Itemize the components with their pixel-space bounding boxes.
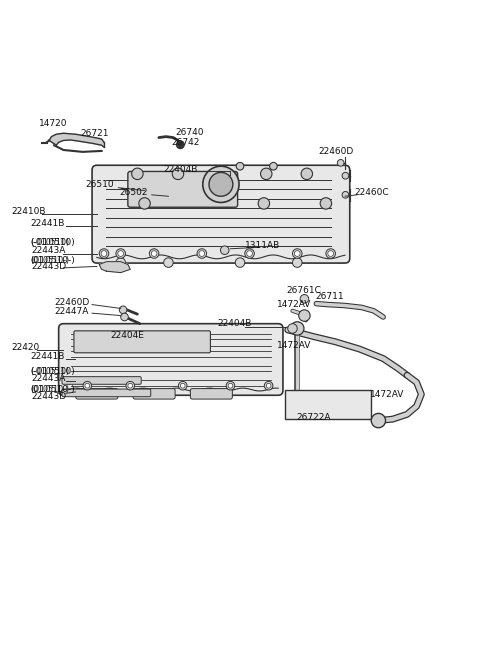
Text: 14720: 14720 bbox=[38, 119, 67, 128]
Circle shape bbox=[119, 306, 127, 314]
FancyBboxPatch shape bbox=[92, 165, 350, 263]
Circle shape bbox=[247, 251, 252, 256]
Text: (-010510): (-010510) bbox=[30, 238, 75, 247]
Text: 22443A: 22443A bbox=[31, 374, 65, 383]
Circle shape bbox=[292, 258, 302, 267]
Circle shape bbox=[132, 168, 143, 179]
Circle shape bbox=[118, 251, 123, 256]
FancyBboxPatch shape bbox=[133, 388, 175, 399]
Circle shape bbox=[126, 381, 134, 390]
Circle shape bbox=[300, 295, 309, 303]
Text: (-010510): (-010510) bbox=[30, 367, 75, 376]
Circle shape bbox=[266, 383, 271, 388]
Circle shape bbox=[245, 249, 254, 258]
Circle shape bbox=[371, 413, 385, 428]
Text: 22410B: 22410B bbox=[11, 207, 46, 216]
Circle shape bbox=[116, 249, 125, 258]
Circle shape bbox=[328, 251, 334, 256]
Text: 22443D: 22443D bbox=[31, 392, 66, 402]
Circle shape bbox=[236, 162, 244, 170]
Circle shape bbox=[203, 166, 239, 202]
FancyBboxPatch shape bbox=[62, 377, 141, 384]
FancyBboxPatch shape bbox=[62, 389, 151, 397]
Text: 26711: 26711 bbox=[315, 292, 344, 301]
Circle shape bbox=[228, 383, 233, 388]
Circle shape bbox=[179, 381, 187, 390]
Circle shape bbox=[101, 251, 107, 256]
Circle shape bbox=[151, 251, 157, 256]
Circle shape bbox=[197, 249, 206, 258]
Circle shape bbox=[99, 249, 109, 258]
Polygon shape bbox=[49, 133, 104, 147]
Text: (-010510): (-010510) bbox=[30, 367, 69, 376]
Text: 26502: 26502 bbox=[120, 188, 148, 197]
Circle shape bbox=[288, 324, 297, 333]
Circle shape bbox=[172, 168, 184, 179]
Polygon shape bbox=[99, 261, 130, 272]
FancyBboxPatch shape bbox=[191, 388, 232, 399]
Text: 1472AV: 1472AV bbox=[277, 300, 312, 309]
Text: 22447A: 22447A bbox=[55, 307, 89, 316]
Text: 22404E: 22404E bbox=[110, 331, 144, 340]
FancyBboxPatch shape bbox=[76, 388, 118, 399]
Circle shape bbox=[292, 249, 302, 258]
Circle shape bbox=[342, 172, 349, 179]
Circle shape bbox=[299, 310, 310, 322]
Text: (010510-): (010510-) bbox=[30, 385, 69, 394]
Circle shape bbox=[290, 322, 304, 335]
Text: (010510-): (010510-) bbox=[30, 256, 69, 265]
FancyBboxPatch shape bbox=[74, 331, 210, 353]
Text: (-010510): (-010510) bbox=[30, 238, 69, 247]
FancyBboxPatch shape bbox=[59, 324, 283, 395]
Text: 22460D: 22460D bbox=[55, 298, 90, 307]
Text: 22460D: 22460D bbox=[319, 147, 354, 157]
Circle shape bbox=[270, 162, 277, 170]
Text: 1472AV: 1472AV bbox=[277, 341, 312, 350]
Circle shape bbox=[83, 381, 92, 390]
Text: 26740: 26740 bbox=[176, 128, 204, 138]
Circle shape bbox=[120, 313, 128, 321]
Text: 22460C: 22460C bbox=[355, 188, 389, 197]
Circle shape bbox=[301, 168, 312, 179]
Circle shape bbox=[177, 141, 184, 149]
Text: 22443D: 22443D bbox=[31, 262, 66, 271]
Circle shape bbox=[337, 160, 344, 166]
Circle shape bbox=[342, 191, 349, 198]
Circle shape bbox=[261, 168, 272, 179]
Circle shape bbox=[180, 383, 185, 388]
Text: 26742: 26742 bbox=[171, 138, 200, 147]
Text: (010510-): (010510-) bbox=[30, 385, 75, 394]
Circle shape bbox=[320, 198, 332, 209]
Circle shape bbox=[294, 251, 300, 256]
Text: 26722A: 26722A bbox=[296, 413, 331, 422]
Text: (010510-): (010510-) bbox=[30, 256, 75, 265]
Text: 1311AB: 1311AB bbox=[245, 241, 280, 250]
Text: 22420: 22420 bbox=[11, 343, 39, 352]
Circle shape bbox=[116, 258, 125, 267]
Text: 22404B: 22404B bbox=[217, 319, 252, 328]
Text: 22443A: 22443A bbox=[31, 246, 65, 255]
Circle shape bbox=[164, 258, 173, 267]
Circle shape bbox=[139, 198, 150, 209]
Circle shape bbox=[326, 249, 336, 258]
Text: 26721: 26721 bbox=[80, 129, 108, 138]
Text: 22441B: 22441B bbox=[30, 352, 64, 361]
Circle shape bbox=[85, 383, 90, 388]
Circle shape bbox=[235, 258, 245, 267]
Circle shape bbox=[149, 249, 159, 258]
Circle shape bbox=[258, 198, 270, 209]
Circle shape bbox=[199, 251, 204, 256]
Text: 26761C: 26761C bbox=[287, 286, 322, 295]
Circle shape bbox=[226, 381, 235, 390]
FancyBboxPatch shape bbox=[128, 172, 238, 207]
Text: 22441B: 22441B bbox=[30, 219, 64, 228]
Circle shape bbox=[264, 381, 273, 390]
Circle shape bbox=[220, 246, 229, 255]
Circle shape bbox=[128, 383, 132, 388]
Bar bbox=[285, 390, 371, 419]
Text: 26510: 26510 bbox=[85, 180, 114, 189]
Circle shape bbox=[209, 172, 233, 196]
Text: 1472AV: 1472AV bbox=[370, 390, 404, 399]
Text: 22404B: 22404B bbox=[164, 165, 198, 174]
